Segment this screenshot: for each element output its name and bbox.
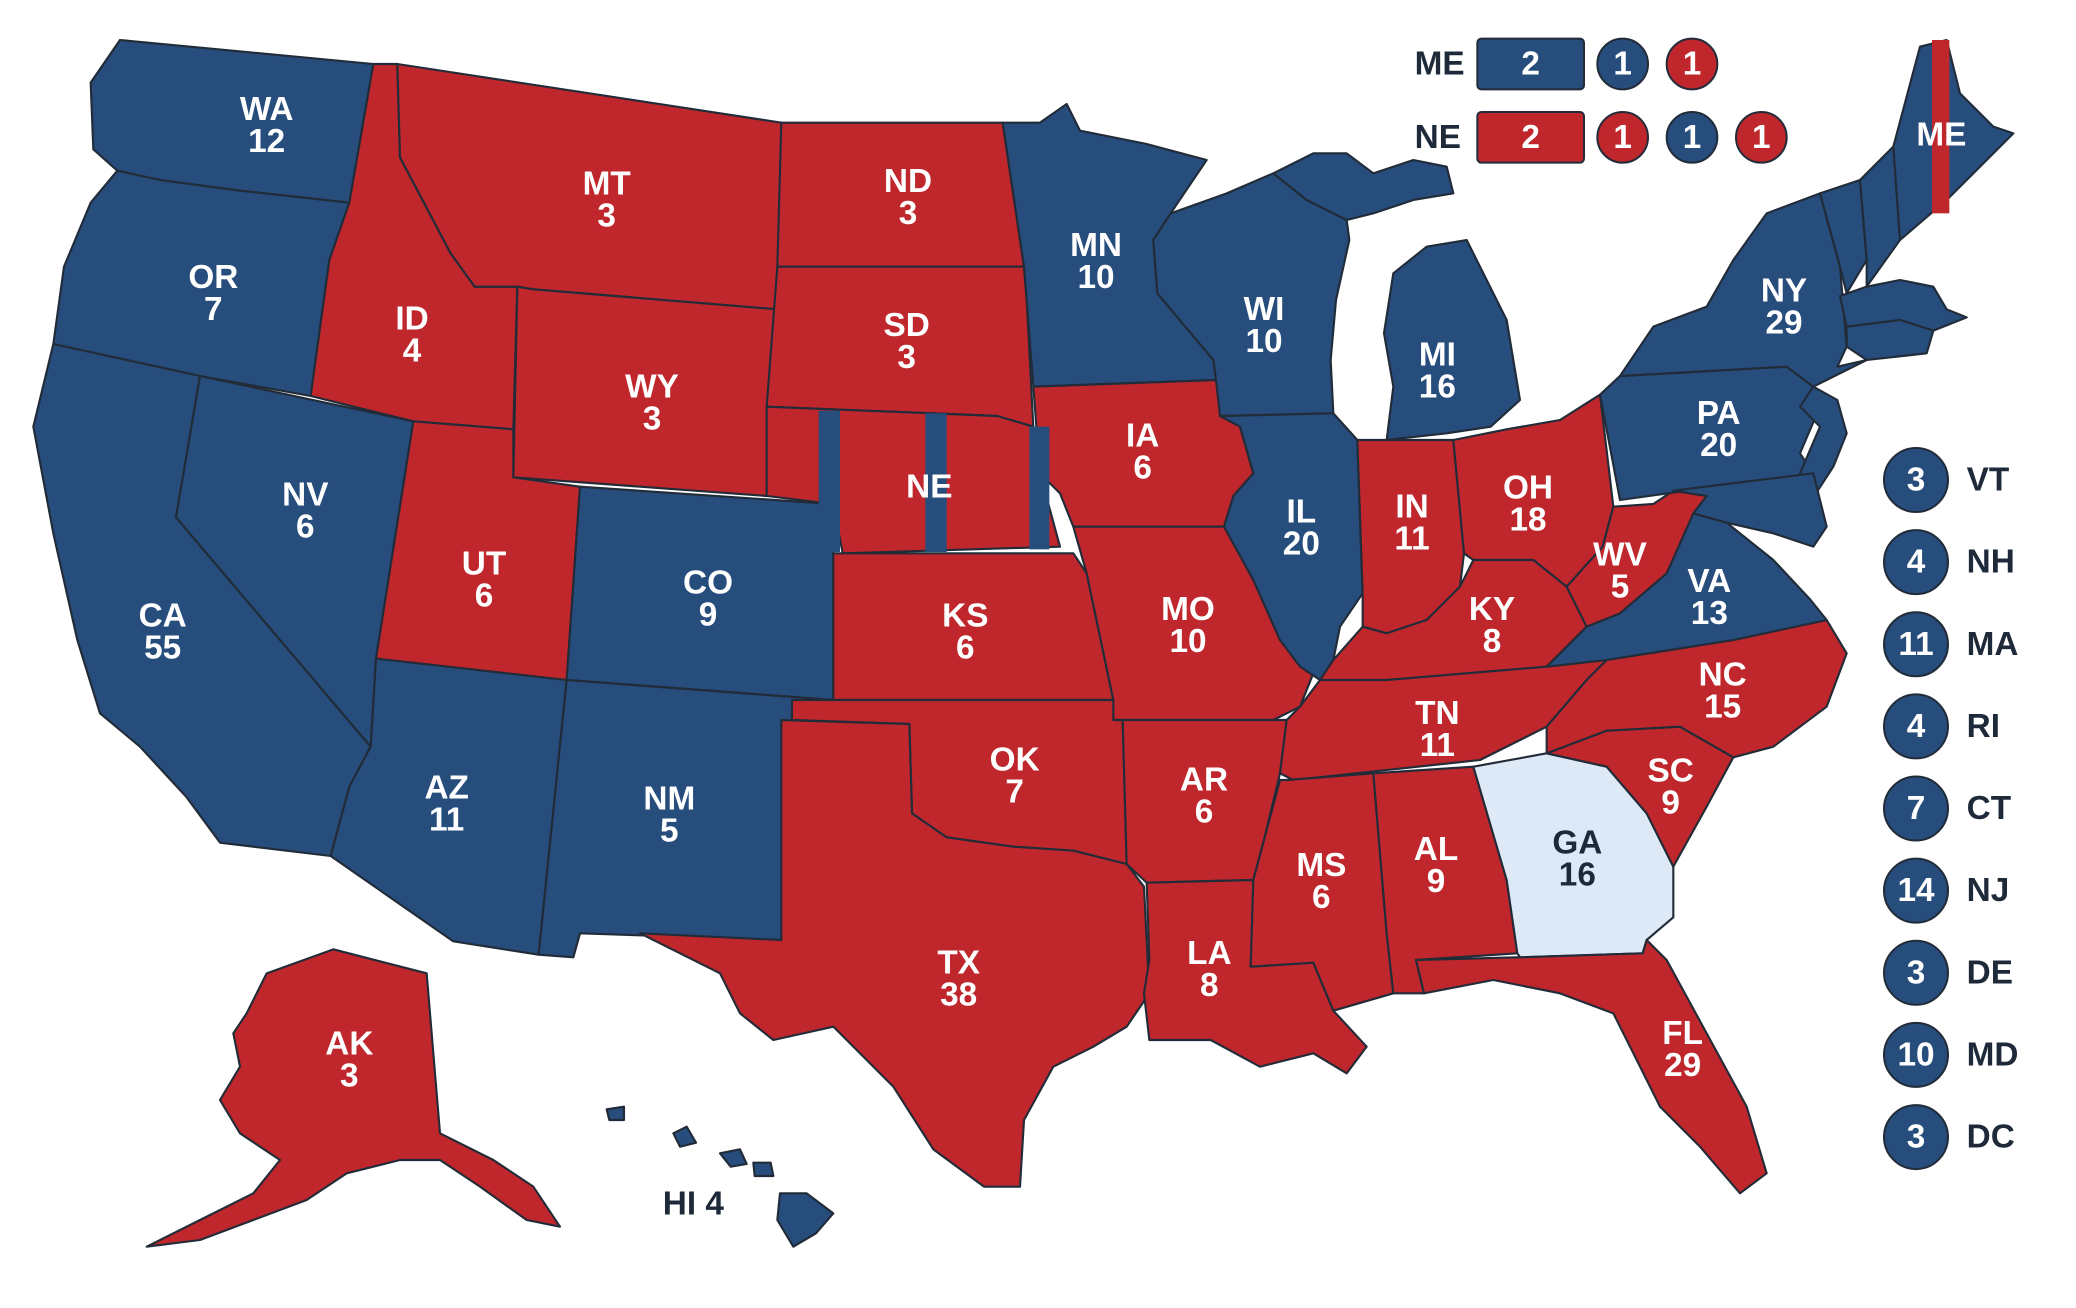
state-NH[interactable]: [1858, 145, 1902, 288]
state-SD[interactable]: [765, 265, 1035, 428]
small-state-ev: 4: [1907, 544, 1926, 581]
state-CO[interactable]: [565, 485, 835, 702]
small-state-abbr: MA: [1967, 626, 2019, 663]
small-state-circle[interactable]: [1883, 693, 1949, 760]
small-state-CT[interactable]: 7 CT: [1883, 775, 2011, 842]
ne-district-3-value: 1: [1752, 119, 1771, 156]
state-TX[interactable]: [638, 718, 1151, 1188]
state-FL[interactable]: [1414, 938, 1768, 1195]
state-HI-isl[interactable]: [605, 1105, 775, 1178]
small-state-ev: 3: [1907, 462, 1926, 499]
ne-district-1[interactable]: [1596, 110, 1649, 164]
ne-district-stripes: [818, 410, 1050, 552]
state-KS[interactable]: [832, 552, 1115, 702]
small-state-abbr: DE: [1967, 954, 2013, 991]
small-state-circle[interactable]: [1883, 1104, 1949, 1171]
small-state-circle[interactable]: [1883, 857, 1949, 924]
me-district-stripe: [1932, 40, 1950, 214]
state-VT[interactable]: [1818, 178, 1868, 295]
ne-statewide-value: 2: [1521, 119, 1540, 156]
ne-district-3[interactable]: [1735, 110, 1788, 164]
small-state-ev: 3: [1907, 1119, 1926, 1156]
small-state-DC[interactable]: 3 DC: [1883, 1104, 2015, 1171]
small-state-circle[interactable]: [1883, 611, 1949, 678]
state-ME[interactable]: [1892, 38, 2015, 242]
me-statewide-value: 2: [1521, 46, 1540, 83]
me-statewide-box[interactable]: [1476, 37, 1585, 91]
state-CT-RI[interactable]: [1845, 318, 1935, 362]
small-state-abbr: DC: [1967, 1119, 2015, 1156]
ne-district-2[interactable]: [1665, 110, 1719, 164]
small-state-ev: 4: [1907, 708, 1926, 745]
state-MI-upper[interactable]: [1272, 152, 1455, 222]
small-state-circle[interactable]: [1883, 447, 1949, 513]
small-state-RI[interactable]: 4 RI: [1883, 693, 2000, 760]
small-state-ev: 11: [1898, 626, 1933, 663]
small-state-ev: 7: [1907, 790, 1926, 827]
state-DE-MD[interactable]: [1672, 472, 1828, 548]
small-state-ev: 14: [1897, 872, 1935, 909]
small-state-MD[interactable]: 10 MD: [1883, 1021, 2019, 1088]
me-stripe: [1932, 40, 1950, 214]
small-state-MA[interactable]: 11 MA: [1883, 611, 2019, 678]
small-state-circle[interactable]: [1883, 529, 1949, 596]
ne-stripe-2: [925, 413, 947, 552]
small-state-abbr: VT: [1967, 462, 2010, 499]
me-district-2[interactable]: [1665, 37, 1719, 91]
small-state-abbr: MD: [1967, 1036, 2019, 1073]
state-HI[interactable]: [776, 1192, 835, 1248]
state-MI[interactable]: [1382, 238, 1522, 442]
small-state-abbr: RI: [1967, 708, 2000, 745]
ne-statewide-box[interactable]: [1476, 110, 1585, 164]
ne-district-2-value: 1: [1683, 119, 1702, 156]
small-state-circle[interactable]: [1883, 939, 1949, 1006]
district-boxes: ME 2 1 1 NE 2 1 1 1: [1415, 37, 1788, 164]
small-state-VT[interactable]: 3 VT: [1883, 447, 2010, 513]
me-district-1[interactable]: [1596, 37, 1649, 91]
me-box-label: ME: [1415, 46, 1465, 83]
state-ND[interactable]: [776, 121, 1026, 268]
small-state-list: 3 VT 4 NH 11 MA 4 RI 7 CT 14 NJ 3 DE 10 MD 3 DC: [1883, 447, 2019, 1171]
small-state-DE[interactable]: 3 DE: [1883, 939, 2013, 1006]
ne-stripe-1: [818, 410, 840, 552]
small-state-abbr: NJ: [1967, 872, 2010, 909]
ne-stripe-3: [1029, 426, 1050, 550]
state-AK[interactable]: [145, 948, 562, 1248]
small-state-circle[interactable]: [1883, 1021, 1949, 1088]
me-district-1-value: 1: [1613, 46, 1632, 83]
ne-box-label: NE: [1415, 119, 1461, 156]
small-state-NH[interactable]: 4 NH: [1883, 529, 2015, 596]
small-state-abbr: CT: [1967, 790, 2011, 827]
small-state-circle[interactable]: [1883, 775, 1949, 842]
small-state-abbr: NH: [1967, 544, 2015, 581]
me-district-2-value: 1: [1683, 46, 1702, 83]
label-HI: HI 4: [663, 1186, 725, 1223]
small-state-NJ[interactable]: 14 NJ: [1883, 857, 2010, 924]
ne-district-1-value: 1: [1613, 119, 1632, 156]
state-WY[interactable]: [512, 285, 779, 498]
small-state-ev: 3: [1907, 954, 1926, 991]
small-state-ev: 10: [1897, 1036, 1934, 1073]
